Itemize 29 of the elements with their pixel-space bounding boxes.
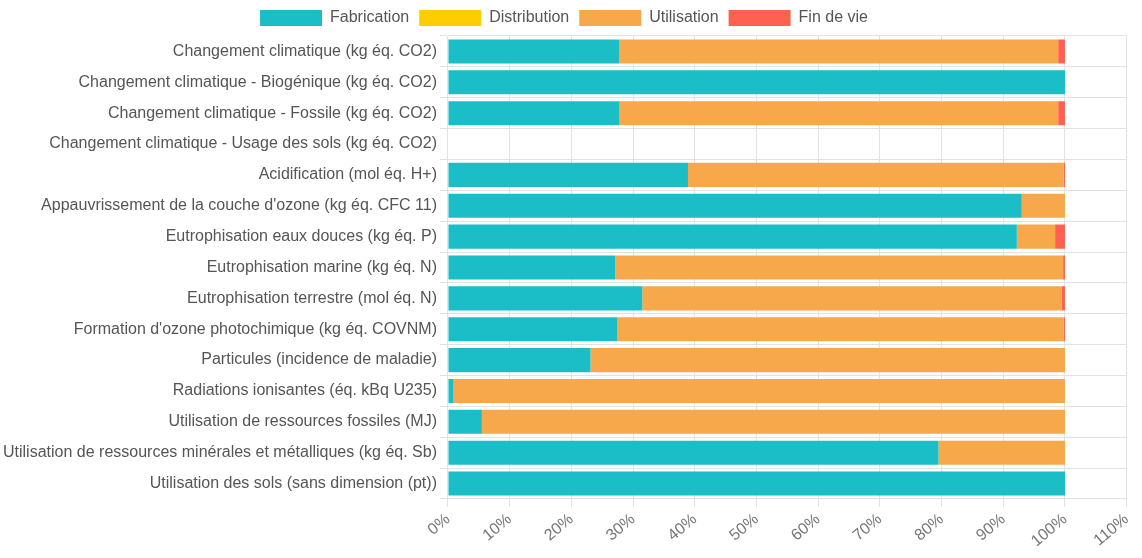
y-tick-label: Appauvrissement de la couche d'ozone (kg éq. CFC 11) (41, 196, 437, 214)
legend-label: Fabrication (330, 8, 410, 26)
x-tick-label: 80% (910, 509, 947, 544)
x-tick-label: 30% (602, 509, 638, 544)
x-tick-label: 10% (478, 509, 515, 544)
y-tick-label: Utilisation des sols (sans dimension (pt)) (149, 473, 437, 491)
x-tick-label: 70% (849, 509, 885, 544)
x-tick-label: 90% (972, 509, 1009, 544)
y-tick-label: Eutrophisation marine (kg éq. N) (206, 257, 437, 275)
y-tick-label: Utilisation de ressources fossiles (MJ) (168, 412, 437, 430)
legend-label: Distribution (489, 8, 570, 26)
x-tick-label: 40% (664, 509, 700, 544)
x-tick-label: 60% (787, 509, 823, 544)
y-tick-label: Formation d'ozone photochimique (kg éq. COVNM) (73, 319, 437, 337)
y-tick-label: Particules (incidence de maladie) (201, 350, 437, 368)
y-tick-label: Acidification (mol éq. H+) (258, 165, 437, 183)
x-tick-label: 0% (424, 509, 453, 538)
y-tick-label: Changement climatique - Biogénique (kg éq. CO2) (78, 72, 437, 90)
y-tick-label: Changement climatique - Usage des sols (kg éq. CO2) (49, 134, 437, 152)
y-tick-label: Radiations ionisantes (éq. kBq U235) (172, 381, 437, 399)
x-tick-label: 50% (725, 509, 762, 544)
legend-label: Fin de vie (798, 8, 869, 26)
x-tick-label: 20% (540, 509, 577, 544)
y-tick-label: Eutrophisation eaux douces (kg éq. P) (165, 227, 437, 245)
y-tick-label: Changement climatique - Fossile (kg éq. CO2) (107, 103, 437, 121)
y-tick-label: Utilisation de ressources minérales et métalliques (kg éq. Sb) (3, 443, 437, 461)
y-tick-label: Eutrophisation terrestre (mol éq. N) (187, 288, 437, 306)
legend-label: Utilisation (649, 8, 719, 26)
y-tick-label: Changement climatique (kg éq. CO2) (172, 41, 437, 59)
